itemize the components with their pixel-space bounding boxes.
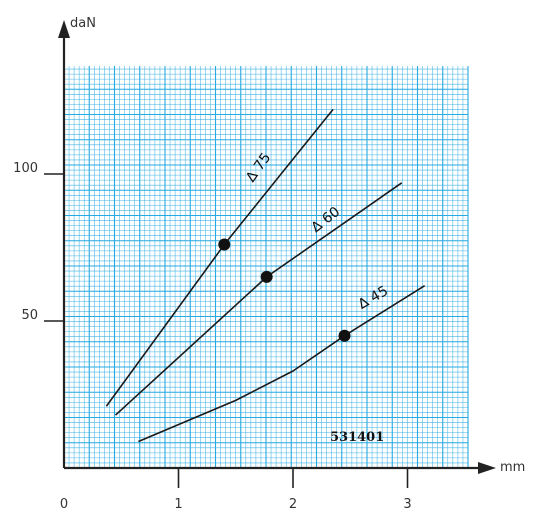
y-axis-arrow <box>58 20 70 38</box>
y-tick-label: 100 <box>13 161 38 176</box>
tick-labels: 0 1 2 3 50 100 <box>13 161 411 510</box>
series-line <box>138 285 426 443</box>
series-marker <box>338 329 351 342</box>
axes <box>44 20 496 488</box>
y-axis-label: daN <box>70 16 96 31</box>
x-tick-label: 2 <box>289 497 297 510</box>
series-layer <box>105 108 426 443</box>
figure-code: 531401 <box>330 430 384 445</box>
x-tick-label: 0 <box>60 497 68 510</box>
y-tick-label: 50 <box>21 308 38 323</box>
x-axis-arrow <box>478 462 496 474</box>
series-marker <box>260 270 273 283</box>
x-tick-label: 3 <box>403 497 411 510</box>
x-axis-label: mm <box>500 460 525 475</box>
x-tick-label: 1 <box>174 497 182 510</box>
series-marker <box>218 238 231 251</box>
